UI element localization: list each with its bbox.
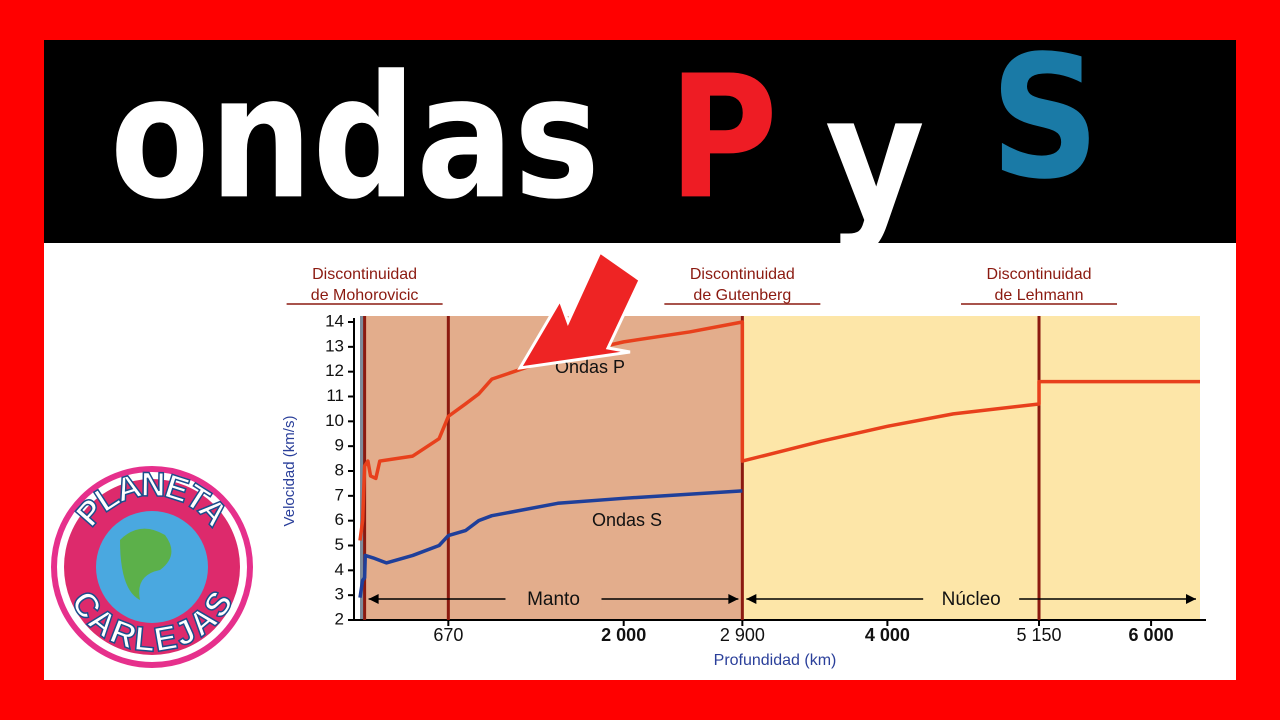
y-tick-label: 12: [325, 361, 344, 380]
discontinuity-label: de Mohorovicic: [311, 287, 419, 304]
region-label: Núcleo: [942, 589, 1001, 610]
x-tick-label: 5 150: [1016, 625, 1061, 645]
discontinuity-label: Discontinuidad: [312, 266, 417, 283]
x-tick-label: 2 000: [601, 625, 646, 645]
series-line: [358, 489, 743, 598]
discontinuity-label: de Gutenberg: [693, 287, 791, 304]
y-tick-label: 10: [325, 411, 344, 430]
x-tick-label: 4 000: [865, 625, 910, 645]
y-tick-label: 11: [326, 386, 344, 405]
y-tick-label: 4: [335, 560, 344, 579]
chart: 2 3 4 5 6 7 8 9 10 11 12 13 14 670 2 000 2 900 4 000 5 15…: [281, 266, 1206, 669]
y-tick-label: 7: [335, 485, 344, 504]
series-label: Ondas S: [592, 510, 662, 530]
region-label: Manto: [527, 589, 580, 610]
y-tick-label: 6: [335, 510, 344, 529]
crust: [360, 316, 365, 620]
y-tick-label: 8: [335, 460, 344, 479]
logo: PLANETA CARLEJAS: [51, 465, 253, 668]
logo-land: [120, 528, 172, 600]
label-bg: [923, 588, 1020, 610]
y-axis-label: Velocidad (km/s): [281, 416, 298, 527]
x-tick-label: 6 000: [1129, 625, 1174, 645]
x-tick-label: 670: [433, 625, 463, 645]
y-tick-label: 3: [335, 585, 344, 604]
region: [364, 316, 743, 620]
y-tick-label: 9: [335, 436, 344, 455]
arrow: [517, 249, 642, 370]
title-word: S: [990, 19, 1100, 217]
series-line: [358, 320, 1200, 541]
title-word: P: [668, 39, 778, 237]
region: [742, 316, 1200, 620]
y-tick-label: 2: [335, 609, 344, 628]
x-tick-label: 2 900: [720, 625, 765, 645]
y-tick-label: 14: [325, 311, 344, 330]
label-bg: [505, 588, 602, 610]
x-axis-label: Profundidad (km): [714, 652, 837, 669]
title: ondas P y S: [110, 19, 1100, 257]
discontinuity-label: de Lehmann: [995, 287, 1084, 304]
y-tick-label: 5: [335, 535, 344, 554]
discontinuity-label: Discontinuidad: [690, 266, 795, 283]
title-word: ondas: [110, 39, 600, 237]
discontinuity-label: Discontinuidad: [987, 266, 1092, 283]
title-band: [44, 40, 1236, 243]
title-word: y: [825, 59, 925, 257]
y-tick-label: 13: [325, 336, 344, 355]
